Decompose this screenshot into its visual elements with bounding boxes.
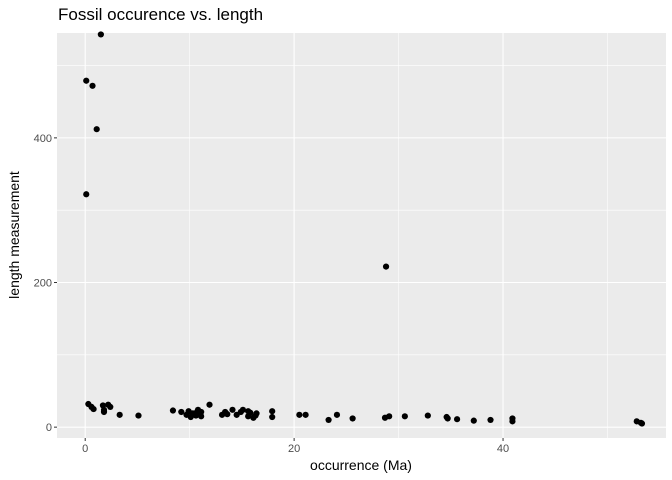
data-point — [224, 411, 231, 418]
data-point — [90, 405, 97, 413]
data-point — [198, 408, 205, 416]
data-point — [97, 31, 104, 38]
data-point — [100, 408, 108, 416]
x-axis-title: occurrence (Ma) — [310, 457, 412, 473]
data-point — [169, 407, 177, 414]
y-axis-title: length measurement — [6, 171, 22, 299]
data-point — [349, 415, 356, 422]
data-point — [116, 411, 123, 418]
data-point — [424, 412, 431, 419]
y-tick-label: 0 — [46, 422, 52, 434]
data-point — [178, 408, 185, 416]
x-axis: 0 20 40 — [82, 438, 509, 455]
major-gridlines — [57, 33, 666, 438]
data-point — [444, 415, 451, 422]
data-point — [269, 413, 276, 421]
data-point — [253, 410, 260, 417]
data-point — [386, 413, 393, 420]
data-point — [269, 408, 276, 415]
y-tick-label: 400 — [34, 133, 52, 145]
plot-panel — [57, 33, 666, 438]
data-point — [325, 416, 332, 424]
data-point — [401, 413, 408, 420]
data-point — [89, 82, 96, 89]
y-tick-label: 200 — [34, 278, 52, 290]
data-point — [83, 77, 90, 84]
data-point — [296, 411, 303, 418]
data-point — [247, 409, 254, 416]
data-point — [206, 401, 213, 408]
chart-title: Fossil occurence vs. length — [58, 5, 263, 24]
data-point — [229, 406, 236, 413]
x-tick-label: 20 — [288, 443, 300, 455]
data-point — [198, 413, 205, 420]
data-point — [302, 411, 309, 418]
data-point — [509, 418, 516, 425]
data-point — [135, 412, 142, 419]
data-points — [83, 31, 646, 427]
data-point — [487, 416, 494, 424]
data-point — [638, 420, 646, 427]
x-tick-label: 40 — [497, 443, 509, 455]
data-point — [382, 263, 390, 270]
data-point — [83, 191, 90, 198]
data-point — [470, 417, 477, 424]
data-point — [239, 406, 247, 413]
data-point — [333, 411, 341, 418]
y-axis: 0 200 400 — [34, 133, 57, 434]
x-tick-label: 0 — [82, 443, 88, 455]
data-point — [93, 126, 100, 133]
data-point — [107, 403, 114, 411]
data-point — [453, 416, 461, 423]
minor-gridlines — [57, 33, 666, 438]
